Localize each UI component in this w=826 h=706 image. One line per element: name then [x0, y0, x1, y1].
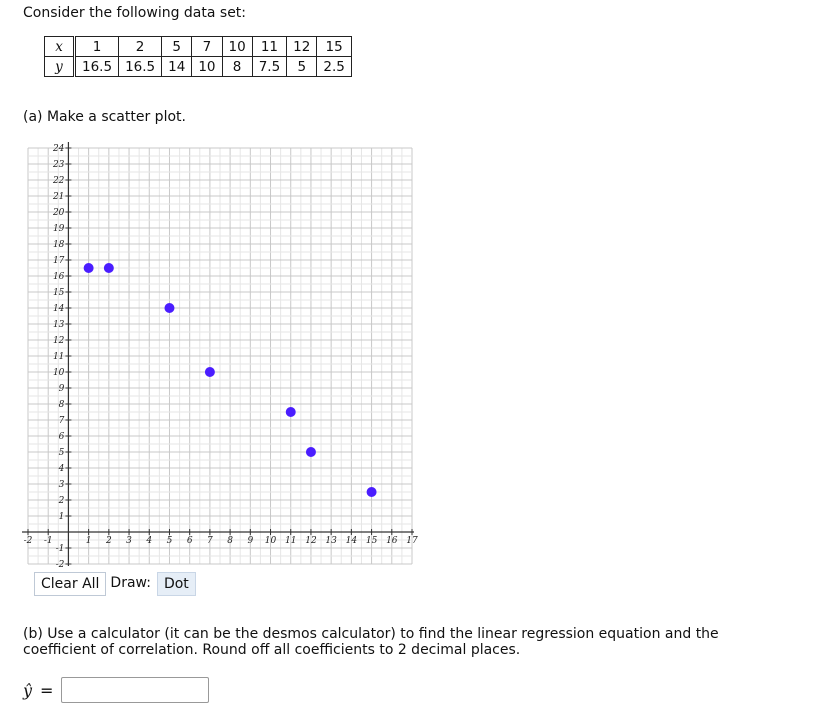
data-point[interactable] [285, 407, 296, 417]
y-tick-label: 4 [58, 464, 65, 474]
x-tick-label: 13 [325, 536, 337, 546]
data-point[interactable] [305, 447, 316, 457]
y-tick-label: 12 [53, 336, 65, 346]
y-tick-label: 22 [52, 176, 65, 186]
y-cell: 7.5 [251, 56, 288, 77]
x-tick-label: 7 [207, 536, 213, 546]
y-header: y [44, 56, 76, 77]
x-tick-label: 11 [285, 536, 296, 546]
x-tick-label: 17 [406, 536, 418, 546]
y-tick-label: 16 [53, 272, 65, 282]
x-tick-label: 1 [86, 536, 92, 546]
intro-text: Consider the following data set: [23, 5, 247, 21]
y-tick-label: 8 [59, 400, 65, 410]
y-cell: 14 [161, 56, 193, 77]
data-table: x 1 2 5 7 10 11 12 15 y 16.5 16.5 14 10 … [44, 36, 352, 77]
y-cell: 2.5 [316, 56, 352, 77]
y-tick-label: 20 [52, 208, 65, 218]
x-tick-label: 2 [105, 536, 112, 546]
y-tick-label: 9 [59, 384, 65, 394]
scatter-plot-canvas[interactable]: -2 -1 1 2 3 4 5 6 7 8 9 10 11 12 13 14 15 16 17-2-11234567… [0, 0, 826, 580]
x-cell: 11 [251, 36, 288, 57]
x-tick-label: 3 [126, 536, 132, 546]
draw-label: Draw: [110, 575, 151, 591]
y-tick-label: 10 [53, 368, 65, 378]
plot-tick-labels: -2 -1 1 2 3 4 5 6 7 8 9 10 11 12 13 14 15 16 17-2-11234567… [24, 144, 418, 570]
plot-axes [22, 142, 414, 566]
dot-tool-button[interactable]: Dot [156, 572, 196, 596]
y-hat-label: ŷ [23, 680, 33, 700]
y-tick-label: 3 [59, 480, 65, 490]
y-tick-label: 21 [52, 192, 64, 202]
x-tick-label: 6 [187, 536, 193, 546]
y-tick-label: 17 [53, 256, 65, 266]
y-tick-label: 5 [59, 448, 65, 458]
y-cell: 16.5 [118, 56, 163, 77]
x-tick-label: 14 [346, 536, 358, 546]
part-a-prompt: (a) Make a scatter plot. [23, 109, 186, 125]
x-tick-label: 15 [366, 536, 378, 546]
y-tick-label: 7 [59, 416, 65, 426]
y-tick-label: 15 [53, 288, 65, 298]
x-tick-label: 5 [167, 536, 173, 546]
y-tick-label: 18 [53, 240, 65, 250]
y-tick-label: 2 [58, 496, 65, 506]
y-cell: 5 [286, 56, 318, 77]
y-tick-label: -1 [56, 544, 65, 554]
data-point[interactable] [366, 487, 377, 497]
part-b-prompt: (b) Use a calculator (it can be the desm… [23, 626, 719, 658]
y-tick-label: 14 [53, 304, 65, 314]
equals-sign: = [40, 680, 54, 700]
data-point[interactable] [83, 263, 94, 273]
x-tick-label: -2 [24, 536, 33, 546]
clear-all-button[interactable]: Clear All [34, 572, 107, 596]
y-tick-label: 6 [59, 432, 65, 442]
x-tick-label: 10 [265, 536, 277, 546]
y-tick-label: 1 [59, 512, 65, 522]
y-tick-label: 23 [52, 160, 65, 170]
x-tick-label: 8 [227, 536, 233, 546]
y-tick-label: 19 [53, 224, 65, 234]
data-point[interactable] [164, 303, 175, 313]
x-tick-label: 9 [247, 536, 253, 546]
x-cell: 12 [286, 36, 318, 57]
plot-grid [27, 147, 413, 565]
plot-points[interactable] [83, 263, 377, 497]
data-point[interactable] [204, 367, 215, 377]
x-tick-label: 12 [305, 536, 317, 546]
y-tick-label: 13 [53, 320, 65, 330]
y-tick-label: 24 [52, 144, 65, 154]
y-cell: 10 [191, 56, 223, 77]
y-tick-label: 11 [53, 352, 64, 362]
x-tick-label: 4 [145, 536, 152, 546]
draw-toolbar: Clear All Draw: Dot [34, 572, 196, 596]
data-point[interactable] [103, 263, 114, 273]
regression-answer-row: ŷ = [23, 677, 210, 703]
regression-equation-input[interactable] [61, 677, 210, 703]
table-row-y: y 16.5 16.5 14 10 8 7.5 5 2.5 [44, 56, 352, 77]
x-tick-label: -1 [44, 536, 53, 546]
y-tick-label: -2 [56, 560, 65, 570]
x-tick-label: 16 [386, 536, 398, 546]
